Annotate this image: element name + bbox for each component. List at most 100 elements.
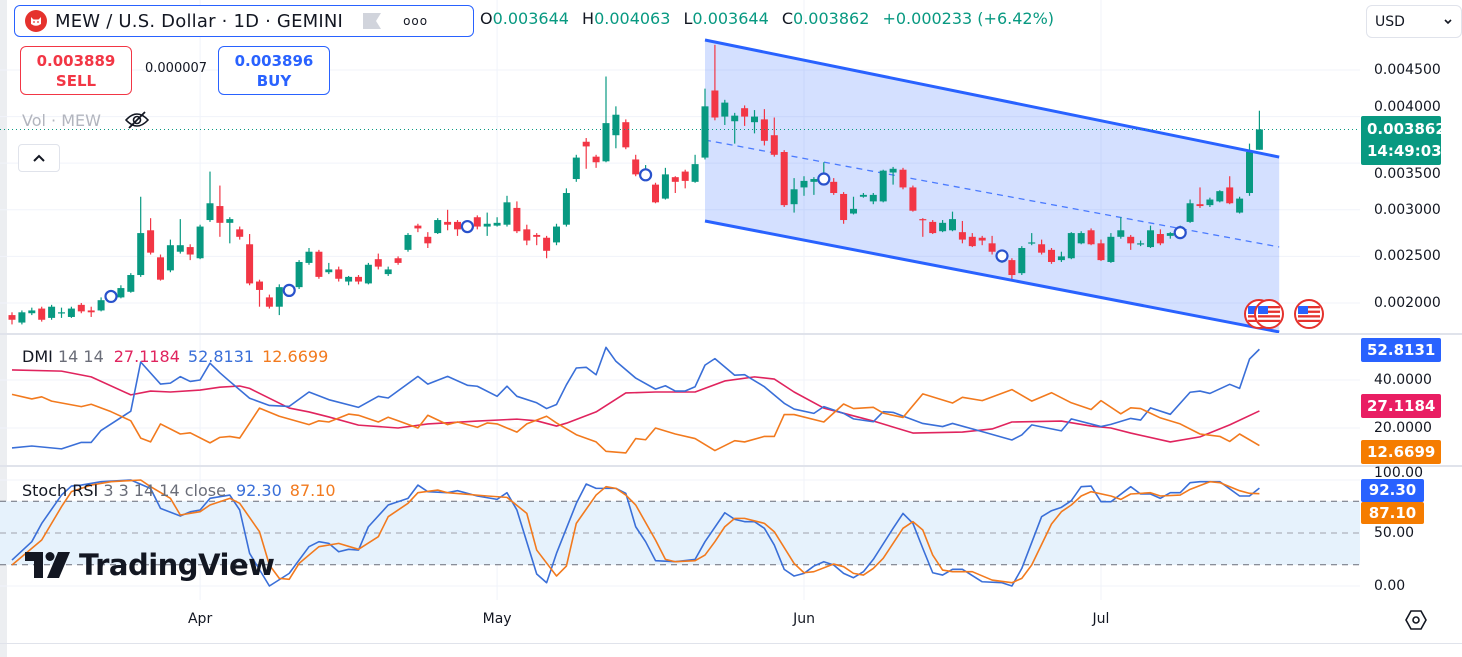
signal-marker	[638, 168, 653, 182]
bookmark-flag-icon[interactable]	[363, 13, 382, 29]
volume-indicator-label[interactable]: Vol · MEW	[22, 111, 101, 130]
candle	[929, 220, 937, 235]
candle	[483, 212, 491, 236]
chevron-down-icon	[1444, 18, 1452, 24]
candle	[454, 220, 461, 236]
candle	[760, 109, 768, 146]
stoch_k-line	[11, 479, 1260, 587]
candle-body	[1077, 233, 1085, 244]
candle	[850, 196, 857, 215]
more-dots-icon[interactable]: ooo	[403, 14, 429, 28]
collapse-legend-button[interactable]	[18, 144, 60, 172]
candle	[879, 169, 887, 203]
candle-body	[18, 312, 26, 323]
eye-off-icon[interactable]	[124, 110, 150, 130]
candle	[1087, 228, 1095, 246]
stoch-rsi-legend[interactable]: Stoch RSI 3 3 14 14 close 92.30 87.10	[22, 481, 336, 500]
stoch-k-value: 92.30	[235, 481, 282, 500]
price-axis-label: 0.002500	[1374, 248, 1441, 265]
dmi-params: 14 14	[57, 347, 104, 366]
candle	[711, 44, 719, 121]
stoch-rsi-pane[interactable]	[0, 467, 1360, 600]
dmi-axis-label: 40.0000	[1374, 372, 1432, 388]
candle-body	[523, 229, 531, 241]
candle	[1067, 232, 1075, 260]
candle	[790, 178, 798, 213]
stoch-params: 3 3 14 14 close	[103, 481, 226, 500]
candle	[612, 106, 620, 149]
candle-body	[1216, 191, 1224, 202]
watermark-text: TradingView	[79, 548, 275, 582]
candle-body	[1156, 234, 1164, 244]
pane-separator[interactable]	[0, 465, 1462, 467]
candle	[58, 307, 65, 318]
last-price-label: 0.003862 14:49:03	[1361, 116, 1446, 165]
signal-marker	[460, 219, 474, 234]
candle-body	[166, 245, 174, 271]
high-label: H	[582, 9, 595, 28]
candle-body	[1008, 260, 1016, 276]
candle	[137, 196, 145, 277]
candle-body	[325, 269, 333, 273]
tradingview-watermark[interactable]: TradingView	[25, 548, 275, 582]
adx-price-label: 27.1184	[1361, 394, 1441, 418]
candle-body	[543, 237, 551, 251]
dmi-legend[interactable]: DMI 14 14 27.1184 52.8131 12.6699	[22, 347, 328, 366]
candle-body	[582, 141, 590, 147]
candle	[830, 178, 838, 195]
candle	[493, 217, 501, 227]
candle	[38, 306, 46, 322]
candle	[988, 235, 996, 255]
candle-body	[236, 229, 244, 237]
candle	[1206, 197, 1214, 207]
candle-body	[394, 258, 402, 263]
price-axis-label: 0.002000	[1374, 294, 1441, 311]
candle-body	[1018, 247, 1026, 274]
candle	[652, 182, 659, 204]
tradingview-logo-icon	[25, 552, 70, 578]
symbol-info-button[interactable]: MEW / U.S. Dollar · 1D · GEMINI ooo	[14, 5, 474, 37]
buy-button[interactable]: 0.003896 BUY	[218, 46, 330, 95]
us-flag-icon[interactable]	[1254, 299, 1285, 329]
candle-body	[553, 226, 560, 243]
candle	[117, 285, 125, 299]
time-axis-label: Jun	[793, 611, 815, 627]
currency-select[interactable]: USD	[1366, 5, 1462, 38]
candle	[968, 233, 976, 248]
us-flag-icon[interactable]	[1293, 299, 1324, 329]
low-label: L	[683, 9, 693, 28]
candle-body	[1246, 152, 1253, 194]
left-scroll-strip	[0, 0, 7, 657]
candle	[384, 266, 392, 276]
candle	[513, 201, 521, 234]
price-pane[interactable]	[0, 0, 1360, 333]
candle-body	[1137, 243, 1145, 245]
close-label: C	[781, 9, 794, 28]
candle	[1255, 110, 1263, 150]
candle-body	[265, 297, 273, 307]
dmi-pane[interactable]	[0, 335, 1360, 466]
candle-body	[1196, 204, 1204, 207]
bar-countdown: 14:49:03	[1367, 142, 1442, 160]
settings-hexagon-icon[interactable]	[1404, 608, 1428, 632]
candle	[236, 226, 244, 240]
candle-body	[196, 226, 204, 259]
candle	[562, 188, 570, 227]
candle-body	[632, 159, 640, 175]
candle-body	[770, 135, 778, 155]
candle	[543, 235, 551, 259]
candle-body	[117, 288, 125, 298]
candle-body	[572, 157, 580, 180]
candle	[374, 253, 382, 270]
candle	[572, 154, 580, 182]
channel-lower-line	[704, 219, 1280, 333]
candle	[97, 297, 105, 312]
sell-button[interactable]: 0.003889 SELL	[20, 46, 132, 95]
pane-separator[interactable]	[0, 333, 1462, 335]
stoch-name: Stoch RSI	[22, 481, 99, 500]
price-axis-label: 0.003000	[1374, 201, 1441, 218]
candle-body	[157, 257, 164, 280]
candle	[28, 307, 36, 316]
candle-body	[503, 202, 511, 225]
